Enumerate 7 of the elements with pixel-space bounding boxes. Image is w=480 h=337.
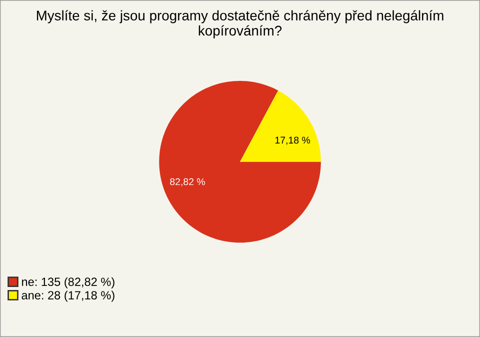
chart-title: Myslíte si, že jsou programy dostatečně chráněny před nelegálním kopírováním? — [36, 10, 444, 38]
pie-slice — [240, 90, 321, 162]
data-label: 17,18 % — [275, 136, 310, 145]
legend-label: ane: 28 (17,18 %) — [22, 290, 114, 302]
pie-slice — [159, 80, 321, 243]
data-label: 82,82 % — [170, 178, 205, 186]
legend-label: ne: 135 (82,82 %) — [22, 277, 114, 288]
